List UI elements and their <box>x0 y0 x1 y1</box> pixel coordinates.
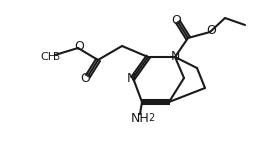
Text: O: O <box>171 13 181 27</box>
Text: NH: NH <box>131 112 149 125</box>
Text: CH: CH <box>40 52 56 62</box>
Text: O: O <box>80 73 90 85</box>
Text: O: O <box>206 24 216 36</box>
Text: N: N <box>126 72 136 85</box>
Text: N: N <box>170 49 180 63</box>
Text: O: O <box>74 40 84 52</box>
Text: 3: 3 <box>53 52 59 62</box>
Text: 2: 2 <box>148 113 154 123</box>
